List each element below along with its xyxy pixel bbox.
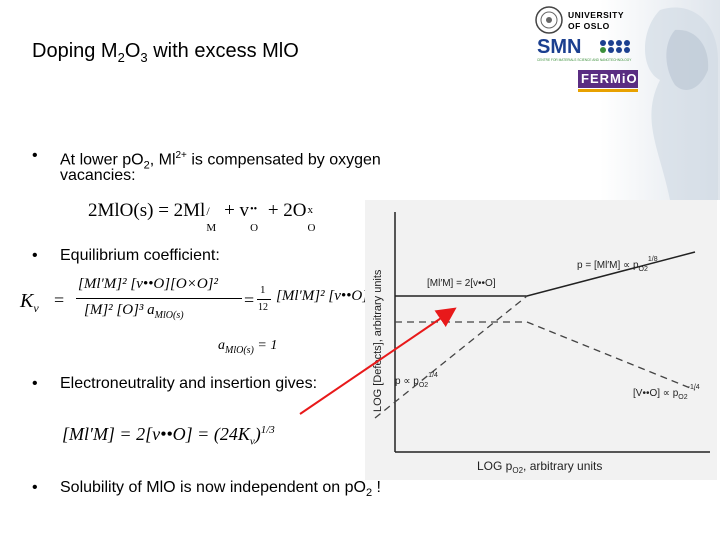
defect-diagram: [Ml′M] = 2[v••O] p = [Ml′M] ∝ pO21/8 p ∝… xyxy=(365,200,717,480)
equilibrium-coefficient-equation: Kv = [Ml′M]² [v••O][O×O]² [M]² [O]³ aMlO… xyxy=(20,276,369,321)
slide-title: Doping M2O3 with excess MlO xyxy=(32,40,299,65)
line-holes-quarter xyxy=(374,295,528,419)
label-p-eighth: p = [Ml′M] ∝ pO21/8 xyxy=(577,256,658,273)
smn-dots-icon xyxy=(600,40,630,53)
bullet-oxygen-vacancies: • At lower pO2, Ml2+ is compensated by o… xyxy=(32,146,472,190)
label-vacancy-quarter: [V••O] ∝ pO2-1/4 xyxy=(633,384,700,401)
smn-wordmark: SMN xyxy=(537,36,582,58)
bullet-electroneutrality: • Electroneutrality and insertion gives: xyxy=(32,374,372,396)
bullet-marker: • xyxy=(32,247,38,264)
bullet-marker: • xyxy=(32,375,38,392)
reaction-equation: 2MlO(s) = 2Ml / M + v •• O + 2O x O xyxy=(88,200,316,234)
university-of-oslo-logo: UNIVERSITY OF OSLO xyxy=(535,6,635,36)
university-name-line2: OF OSLO xyxy=(568,21,610,31)
diagram-background xyxy=(365,200,717,480)
y-axis-label: LOG [Defects], arbitrary units xyxy=(372,269,384,412)
bullet-text: Equilibrium coefficient: xyxy=(60,247,220,264)
label-p-quarter: p ∝ pO21/4 xyxy=(395,372,438,389)
smn-tagline: CENTRE FOR MATERIALS SCIENCE AND NANOTEC… xyxy=(537,58,632,62)
bullet-text: Solubility of MlO is now independent on … xyxy=(60,479,381,500)
university-name-line1: UNIVERSITY xyxy=(568,10,625,20)
activity-equals-one-label: aMlO(s) = 1 xyxy=(218,338,278,356)
bullet-equilibrium-coefficient: • Equilibrium coefficient: xyxy=(32,246,332,268)
electroneutrality-equation: [Ml′M] = 2[v••O] = (24Kv)1/3 xyxy=(62,424,275,448)
bullet-text-line2: vacancies: xyxy=(60,167,136,184)
fermio-wordmark: FERMiO xyxy=(581,71,638,86)
bullet-text: At lower pO2, Ml2+ is compensated by oxy… xyxy=(60,150,381,172)
label-neutrality: [Ml′M] = 2[v••O] xyxy=(427,278,496,289)
bullet-text: Electroneutrality and insertion gives: xyxy=(60,375,318,392)
line-mlm-and-holes xyxy=(395,251,696,297)
bullet-marker: • xyxy=(32,147,38,164)
university-seal-icon xyxy=(535,6,563,34)
smn-logo: SMN CENTRE FOR MATERIALS SCIENCE AND NAN… xyxy=(537,36,647,64)
bullet-solubility: • Solubility of MlO is now independent o… xyxy=(32,478,452,500)
decorative-portrait-image xyxy=(600,0,720,200)
fermio-logo: FERMiO xyxy=(578,70,638,94)
bullet-marker: • xyxy=(32,479,38,496)
red-arrow xyxy=(299,307,457,415)
defect-diagram-svg: [Ml′M] = 2[v••O] p = [Ml′M] ∝ pO21/8 p ∝… xyxy=(365,200,717,480)
line-oxygen-vacancies xyxy=(395,321,696,391)
x-axis-label: LOG pO2, arbitrary units xyxy=(477,459,602,475)
